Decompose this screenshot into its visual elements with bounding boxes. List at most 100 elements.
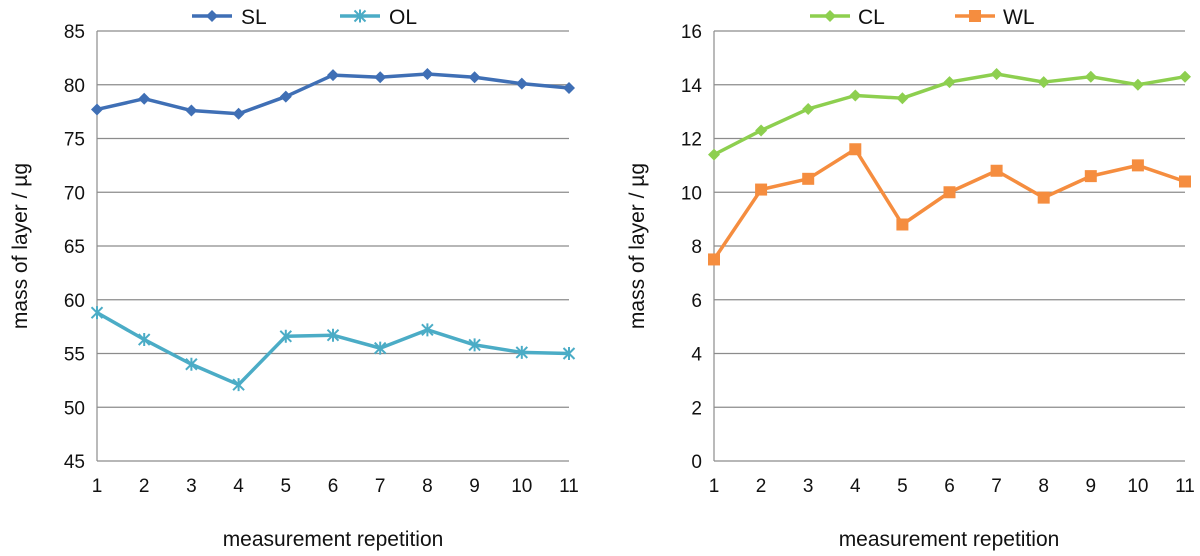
y-tick-label: 4 — [691, 345, 702, 366]
y-tick-label: 60 — [64, 291, 85, 312]
x-tick-label: 7 — [375, 476, 386, 497]
x-tick-label: 6 — [944, 476, 955, 497]
x-axis-title: measurement repetition — [223, 528, 444, 551]
data-point-sl — [138, 92, 151, 105]
data-point-sl — [374, 71, 387, 84]
data-point-cl — [943, 76, 956, 89]
legend-label-cl: CL — [858, 6, 885, 29]
y-tick-label: 10 — [681, 183, 702, 204]
y-tick-label: 45 — [64, 452, 85, 473]
data-point-cl — [849, 89, 862, 102]
data-point-sl — [468, 71, 481, 84]
data-point-cl — [1084, 70, 1097, 83]
x-tick-label: 5 — [897, 476, 908, 497]
y-tick-label: 85 — [64, 22, 85, 43]
x-tick-label: 11 — [1175, 476, 1195, 497]
x-tick-label: 1 — [92, 476, 103, 497]
y-tick-label: 65 — [64, 237, 85, 258]
data-point-sl — [185, 104, 198, 117]
y-axis-title: mass of layer / µg — [9, 163, 32, 329]
y-tick-label: 2 — [691, 398, 702, 419]
legend-marker-sl — [206, 10, 218, 22]
data-point-sl — [91, 103, 103, 116]
data-point-sl — [232, 107, 245, 120]
legend-label-sl: SL — [241, 6, 267, 29]
data-point-wl — [849, 143, 862, 156]
data-point-ol — [90, 306, 104, 320]
legend-marker-cl — [824, 10, 836, 22]
y-tick-label: 0 — [691, 452, 702, 473]
y-tick-label: 70 — [64, 183, 85, 204]
x-tick-label: 9 — [1086, 476, 1097, 497]
data-point-ol — [232, 378, 245, 392]
x-tick-label: 7 — [991, 476, 1002, 497]
data-point-sl — [327, 69, 339, 82]
data-point-ol — [373, 341, 387, 355]
data-point-wl — [1037, 191, 1050, 204]
y-tick-label: 80 — [64, 76, 85, 97]
legend-marker-wl — [969, 10, 981, 22]
data-point-ol — [562, 347, 576, 360]
y-tick-label: 55 — [64, 345, 85, 366]
x-tick-label: 8 — [1038, 476, 1049, 497]
x-tick-label: 2 — [139, 476, 150, 497]
data-point-cl — [802, 102, 815, 115]
data-point-cl — [990, 68, 1003, 80]
y-tick-label: 12 — [681, 130, 702, 151]
data-point-wl — [990, 164, 1003, 177]
x-tick-label: 9 — [469, 476, 480, 497]
x-tick-label: 8 — [422, 476, 433, 497]
x-tick-label: 1 — [709, 476, 720, 497]
data-point-wl — [1179, 175, 1191, 188]
data-point-sl — [515, 77, 528, 90]
data-point-ol — [421, 323, 434, 337]
legend-label-wl: WL — [1003, 6, 1035, 29]
y-tick-label: 14 — [681, 76, 703, 97]
data-point-cl — [708, 148, 720, 161]
x-tick-label: 4 — [850, 476, 861, 497]
y-tick-label: 75 — [64, 130, 85, 151]
data-point-cl — [1131, 78, 1144, 91]
y-tick-label: 16 — [681, 22, 702, 43]
data-point-cl — [755, 124, 768, 137]
data-point-wl — [802, 172, 815, 185]
x-tick-label: 11 — [559, 476, 579, 497]
data-point-cl — [1037, 76, 1050, 89]
series-line-wl — [712, 147, 1186, 261]
y-tick-label: 6 — [691, 291, 702, 312]
data-point-wl — [896, 218, 909, 231]
y-tick-label: 50 — [64, 398, 85, 419]
data-point-cl — [1179, 70, 1191, 83]
x-tick-label: 10 — [511, 476, 532, 497]
x-tick-label: 3 — [803, 476, 814, 497]
x-tick-label: 5 — [281, 476, 292, 497]
x-tick-label: 3 — [186, 476, 197, 497]
data-point-wl — [943, 186, 956, 199]
data-point-ol — [515, 345, 529, 359]
legend-label-ol: OL — [389, 6, 417, 29]
x-axis-title: measurement repetition — [839, 528, 1060, 551]
y-tick-label: 8 — [691, 237, 702, 258]
data-point-ol — [326, 328, 340, 342]
data-point-cl — [896, 92, 909, 105]
data-point-ol — [137, 333, 151, 347]
data-point-wl — [1131, 159, 1144, 172]
data-point-sl — [279, 90, 292, 103]
data-point-sl — [421, 68, 434, 80]
x-tick-label: 4 — [233, 476, 244, 497]
x-tick-label: 6 — [328, 476, 339, 497]
data-point-wl — [1084, 170, 1097, 183]
data-point-ol — [279, 329, 293, 343]
x-tick-label: 10 — [1127, 476, 1148, 497]
legend-marker-ol — [353, 9, 367, 23]
y-axis-title: mass of layer / µg — [626, 163, 649, 329]
data-point-wl — [755, 183, 768, 196]
data-point-sl — [563, 81, 575, 94]
series-line-ol — [96, 311, 570, 387]
x-tick-label: 2 — [756, 476, 767, 497]
data-point-wl — [708, 253, 720, 266]
